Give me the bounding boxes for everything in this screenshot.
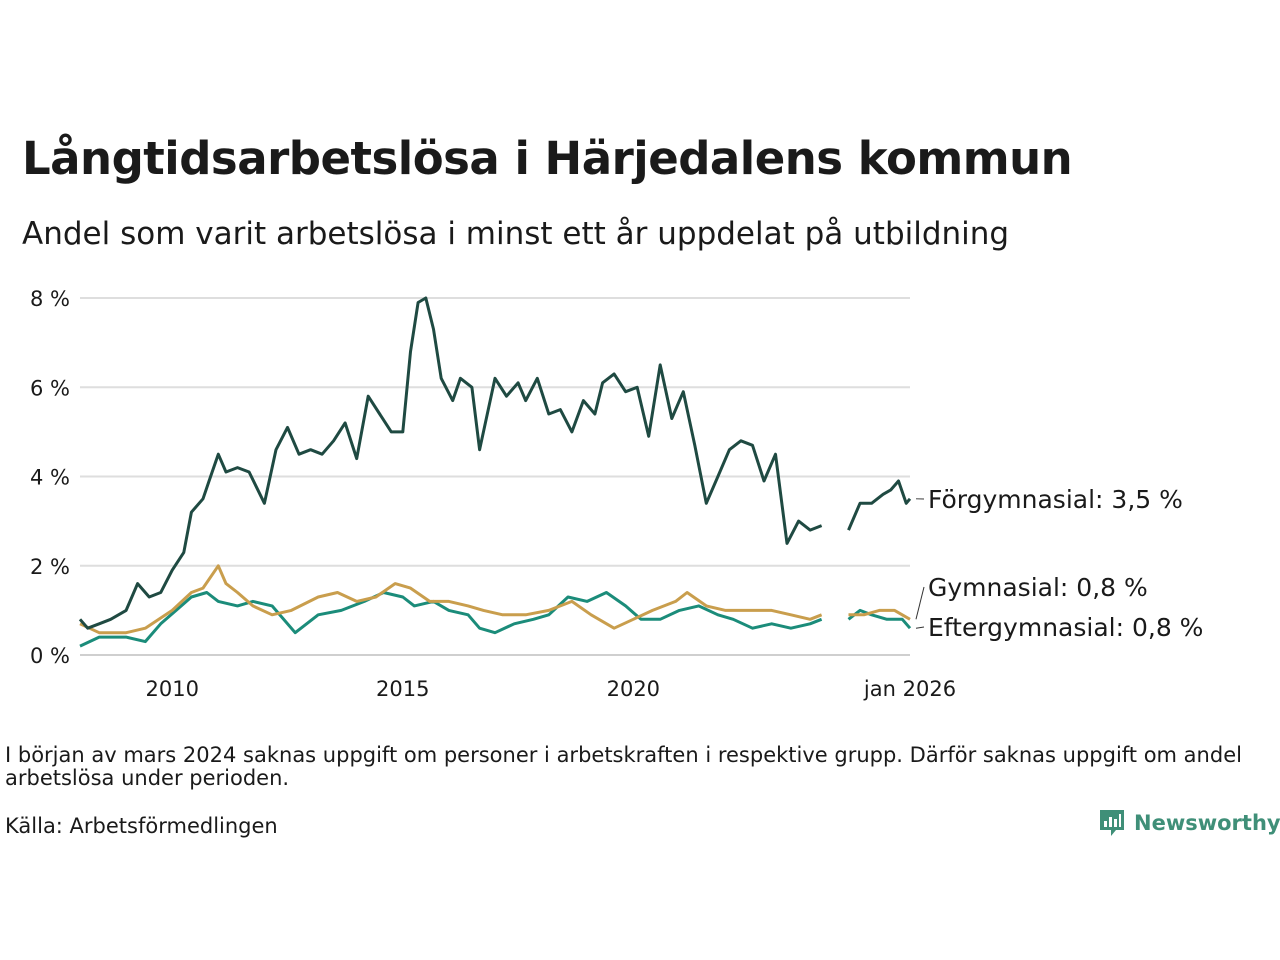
x-tick-label: 2020	[607, 677, 660, 701]
label-leader-line	[915, 626, 925, 629]
series-line-eftergymnasial	[79, 591, 823, 648]
y-tick-label: 6 %	[30, 376, 70, 400]
chart-title: Långtidsarbetslösa i Härjedalens kommun	[22, 132, 1073, 185]
series-end-label: Förgymnasial: 3,5 %	[928, 485, 1183, 514]
series-line-gymnasial	[848, 608, 911, 621]
x-tick-label: 2015	[376, 677, 429, 701]
series-line-förgymnasial	[78, 296, 823, 630]
label-leader-line	[915, 586, 925, 620]
bar-chart-logo-icon	[1100, 810, 1124, 836]
x-tick-label: 2010	[145, 677, 198, 701]
series-end-label: Eftergymnasial: 0,8 %	[928, 613, 1203, 642]
y-tick-label: 0 %	[30, 644, 70, 668]
y-tick-label: 2 %	[30, 555, 70, 579]
series-end-label: Gymnasial: 0,8 %	[928, 573, 1148, 602]
line-chart: 0 % 2 % 4 % 6 % 8 % 2010 2015 2020 jan 2026 För…	[30, 287, 1203, 701]
x-tick-label: jan 2026	[863, 677, 956, 701]
source-note: Källa: Arbetsförmedlingen	[5, 814, 278, 838]
series-line-förgymnasial	[847, 479, 912, 531]
footnote: I början av mars 2024 saknas uppgift om …	[5, 743, 1242, 790]
series-line-eftergymnasial	[847, 608, 912, 630]
newsworthy-logo[interactable]: Newsworthy	[1098, 808, 1280, 838]
y-tick-label: 8 %	[30, 287, 70, 311]
y-tick-label: 4 %	[30, 466, 70, 490]
brand-name: Newsworthy	[1134, 811, 1280, 835]
chart-subtitle: Andel som varit arbetslösa i minst ett å…	[22, 216, 1010, 252]
series-line-gymnasial	[79, 564, 823, 635]
